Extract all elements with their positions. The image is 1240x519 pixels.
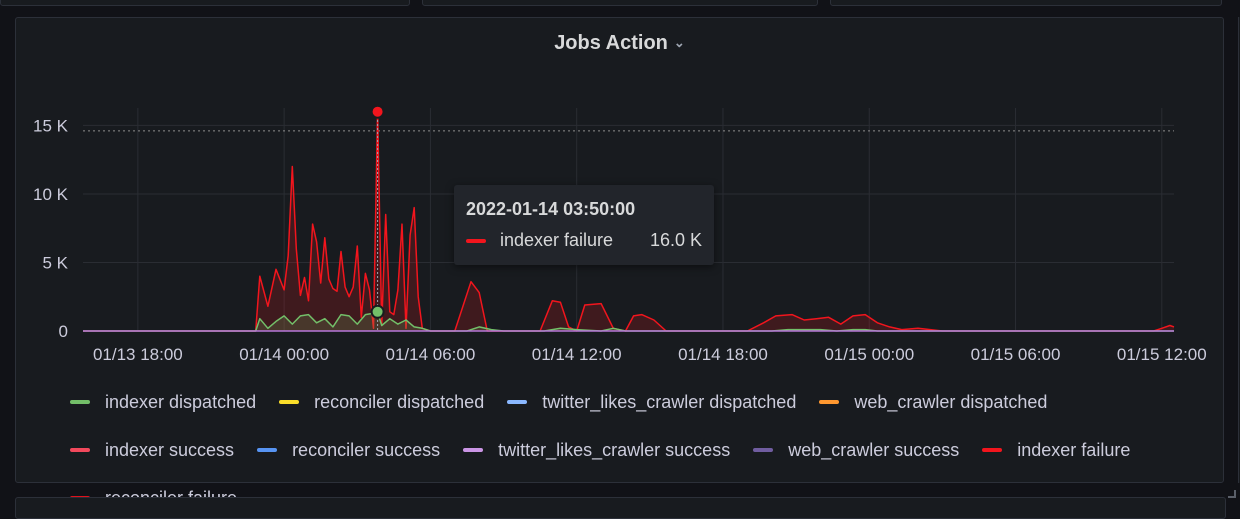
- y-tick-label: 5 K: [42, 253, 68, 272]
- legend-item[interactable]: twitter_likes_crawler dispatched: [507, 391, 796, 413]
- legend-item[interactable]: indexer dispatched: [70, 391, 256, 413]
- legend-label: twitter_likes_crawler success: [498, 439, 731, 460]
- chevron-down-icon[interactable]: ⌄: [673, 35, 685, 50]
- resize-handle-icon[interactable]: [1228, 490, 1236, 498]
- tooltip-series-swatch: [466, 238, 486, 243]
- legend-swatch: [257, 448, 278, 452]
- legend-item[interactable]: reconciler success: [257, 439, 440, 461]
- legend-label: reconciler success: [292, 439, 441, 460]
- legend-swatch: [279, 400, 300, 404]
- legend-swatch: [753, 448, 774, 452]
- x-tick-label: 01/15 06:00: [971, 345, 1061, 364]
- legend-swatch: [982, 448, 1003, 452]
- legend-item[interactable]: indexer failure: [982, 439, 1130, 461]
- legend-label: web_crawler dispatched: [854, 391, 1048, 412]
- legend-swatch: [507, 400, 528, 404]
- legend-swatch: [70, 448, 90, 452]
- x-tick-label: 01/15 00:00: [824, 345, 914, 364]
- tooltip: 2022-01-14 03:50:00 indexer failure 16.0…: [454, 185, 714, 265]
- hover-point: [370, 304, 385, 319]
- panel-title[interactable]: Jobs Action ⌄: [16, 32, 1223, 55]
- chart-legend: indexer dispatched reconciler dispatched t…: [70, 391, 1220, 509]
- series-line-indexer-dispatched: [83, 311, 1174, 332]
- top-panel-left: [0, 0, 410, 6]
- legend-label: twitter_likes_crawler dispatched: [542, 391, 797, 412]
- hover-point: [370, 104, 385, 119]
- tooltip-time: 2022-01-14 03:50:00: [466, 199, 636, 219]
- series-area-indexer-dispatched: [83, 311, 1174, 331]
- legend-item[interactable]: reconciler dispatched: [279, 391, 484, 413]
- legend-item[interactable]: web_crawler success: [753, 439, 959, 461]
- x-tick-label: 01/14 00:00: [239, 345, 329, 364]
- x-tick-label: 01/14 12:00: [532, 345, 622, 364]
- x-tick-label: 01/15 12:00: [1117, 345, 1207, 364]
- bottom-panel: [15, 497, 1226, 519]
- legend-label: indexer dispatched: [105, 391, 257, 412]
- tooltip-series-name: indexer failure: [500, 230, 614, 250]
- panel-title-text: Jobs Action: [554, 32, 668, 54]
- legend-item[interactable]: twitter_likes_crawler success: [463, 439, 730, 461]
- legend-label: web_crawler success: [788, 439, 960, 460]
- legend-label: indexer success: [105, 439, 235, 460]
- tooltip-value: 16.0 K: [649, 230, 702, 250]
- x-tick-label: 01/14 18:00: [678, 345, 768, 364]
- legend-label: reconciler dispatched: [314, 391, 485, 412]
- time-series-chart[interactable]: 0 5 K 10 K 15 K 01/13 18:00 01/14 00:00 01/14 …: [16, 18, 1225, 484]
- legend-swatch: [819, 400, 840, 404]
- x-tick-label: 01/14 06:00: [386, 345, 476, 364]
- series-area-indexer-failure: [83, 111, 1174, 331]
- top-panel-middle: [422, 0, 818, 6]
- jobs-action-panel: Jobs Action ⌄ 0 5 K 10 K 15 K 01/13 18:00 01/1…: [15, 17, 1236, 508]
- right-panel-edge: [1238, 17, 1240, 483]
- x-tick-label: 01/13 18:00: [93, 345, 183, 364]
- legend-swatch: [70, 400, 90, 404]
- legend-item[interactable]: indexer success: [70, 439, 234, 461]
- legend-item[interactable]: web_crawler dispatched: [819, 391, 1047, 413]
- y-tick-label: 0: [59, 322, 68, 341]
- top-panel-right: [830, 0, 1222, 6]
- y-tick-label: 15 K: [33, 116, 69, 135]
- tooltip-row: indexer failure 16.0 K: [466, 230, 702, 251]
- legend-label: indexer failure: [1017, 439, 1131, 460]
- legend-swatch: [463, 448, 484, 452]
- y-tick-label: 10 K: [33, 185, 69, 204]
